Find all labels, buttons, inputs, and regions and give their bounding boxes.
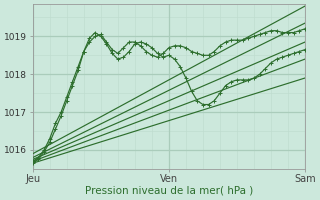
X-axis label: Pression niveau de la mer( hPa ): Pression niveau de la mer( hPa ) bbox=[85, 186, 253, 196]
